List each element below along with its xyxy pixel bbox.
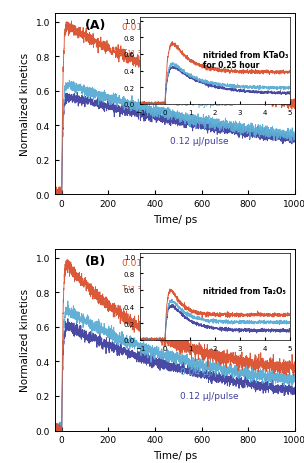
- Text: 0.04 μJ/pulse: 0.04 μJ/pulse: [175, 99, 233, 108]
- Text: 0.014 μJ/pulse: 0.014 μJ/pulse: [122, 258, 186, 268]
- Text: 0.014 μJ/pulse: 0.014 μJ/pulse: [122, 23, 186, 32]
- Text: (B): (B): [85, 255, 106, 268]
- Text: τ₁₂ = 200 ps: τ₁₂ = 200 ps: [122, 46, 178, 56]
- Text: 0.12 μJ/pulse: 0.12 μJ/pulse: [170, 137, 229, 146]
- Text: (A): (A): [85, 19, 106, 32]
- Y-axis label: Normalized kinetics: Normalized kinetics: [20, 53, 30, 156]
- Text: 0.04 μJ/pulse: 0.04 μJ/pulse: [180, 367, 238, 376]
- Y-axis label: Normalized kinetics: Normalized kinetics: [20, 288, 30, 391]
- X-axis label: Time/ ps: Time/ ps: [153, 450, 197, 460]
- Text: τ₁₂ = 50 ps: τ₁₂ = 50 ps: [122, 282, 173, 291]
- X-axis label: Time/ ps: Time/ ps: [153, 214, 197, 225]
- Text: 0.12 μJ/pulse: 0.12 μJ/pulse: [180, 391, 238, 400]
